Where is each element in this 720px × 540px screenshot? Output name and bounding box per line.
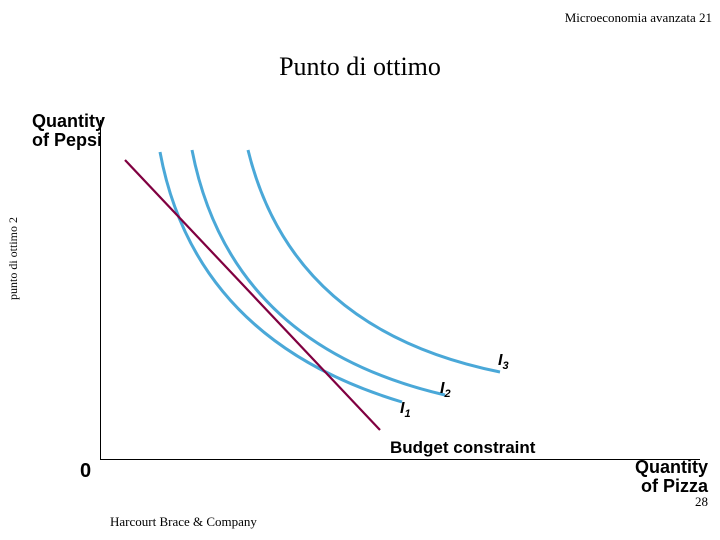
curve-label-I1: I1 <box>400 400 411 420</box>
xlabel-line2: of Pizza <box>641 476 708 496</box>
page-title: Punto di ottimo <box>0 52 720 82</box>
ylabel-line2: of Pepsi <box>32 130 102 150</box>
origin-label: 0 <box>80 460 91 483</box>
header-right: Microeconomia avanzata 21 <box>565 10 712 26</box>
chart-area: I1 I2 I3 Budget constraint <box>100 120 700 460</box>
curve-label-I2: I2 <box>440 380 451 400</box>
sidebar-rotated-label: punto di ottimo 2 <box>6 217 21 300</box>
xlabel-line1: Quantity <box>635 457 708 477</box>
y-axis-label: Quantity of Pepsi <box>32 112 105 150</box>
x-axis-label: Quantity of Pizza <box>635 458 708 496</box>
ylabel-line1: Quantity <box>32 111 105 131</box>
footer-publisher: Harcourt Brace & Company <box>110 514 257 530</box>
budget-constraint-label: Budget constraint <box>390 438 535 458</box>
page-number: 28 <box>695 494 708 510</box>
curve-label-I3: I3 <box>498 352 509 372</box>
